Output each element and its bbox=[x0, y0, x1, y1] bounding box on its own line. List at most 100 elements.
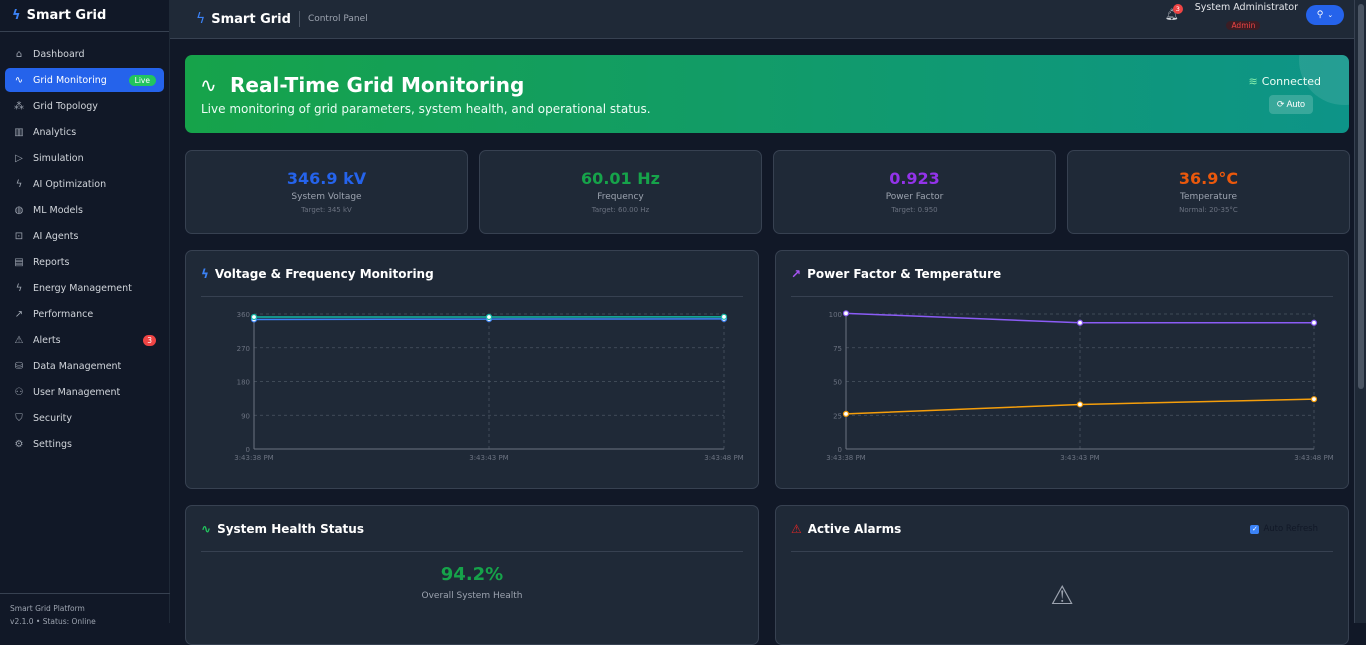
y-tick-label: 75 bbox=[833, 345, 842, 353]
notification-count: 3 bbox=[1173, 4, 1183, 14]
y-tick-label: 50 bbox=[833, 379, 842, 387]
connection-status: ≋Connected bbox=[1249, 75, 1321, 88]
y-tick-label: 90 bbox=[241, 412, 250, 420]
sidebar-badge: 3 bbox=[143, 335, 156, 346]
database-icon: ⛁ bbox=[13, 361, 25, 372]
auto-refresh-checkbox[interactable]: ✓Auto Refresh bbox=[1250, 524, 1318, 534]
sidebar-item-label: Simulation bbox=[33, 153, 84, 164]
data-point bbox=[844, 311, 849, 316]
health-label: Overall System Health bbox=[186, 591, 758, 601]
stat-label: Frequency bbox=[480, 192, 761, 202]
stat-target: Target: 60.00 Hz bbox=[480, 206, 761, 214]
sidebar-item-grid-topology[interactable]: ⁂ Grid Topology bbox=[5, 94, 164, 118]
sidebar-item-label: Settings bbox=[33, 439, 72, 450]
x-tick-label: 3:43:38 PM bbox=[234, 454, 273, 462]
sidebar-item-dashboard[interactable]: ⌂Dashboard bbox=[5, 42, 164, 66]
data-point bbox=[1312, 397, 1317, 402]
sidebar-item-simulation[interactable]: ▷ Simulation bbox=[5, 146, 164, 170]
x-tick-label: 3:43:48 PM bbox=[1294, 454, 1333, 462]
sidebar-item-analytics[interactable]: ▥Analytics bbox=[5, 120, 164, 144]
sidebar-item-label: Grid Topology bbox=[33, 101, 98, 112]
alert-triangle-icon: ⚠ bbox=[776, 581, 1348, 611]
sidebar-item-ai-agents[interactable]: ⊡ AI Agents bbox=[5, 224, 164, 248]
wifi-icon: ≋ bbox=[1249, 75, 1258, 88]
sidebar-item-label: AI Agents bbox=[33, 231, 78, 242]
brain-icon: ◍ bbox=[13, 205, 25, 216]
notifications-button[interactable]: 🔔︎3 bbox=[1165, 8, 1179, 21]
x-tick-label: 3:43:48 PM bbox=[704, 454, 743, 462]
file-icon: ▤ bbox=[13, 257, 25, 268]
sidebar-badge: Live bbox=[129, 75, 156, 86]
data-point bbox=[1078, 320, 1083, 325]
stat-label: Temperature bbox=[1068, 192, 1349, 202]
page-subtitle: Live monitoring of grid parameters, syst… bbox=[201, 102, 651, 116]
y-tick-label: 180 bbox=[237, 379, 250, 387]
stat-target: Target: 0.950 bbox=[774, 206, 1055, 214]
data-point bbox=[722, 314, 727, 319]
x-tick-label: 3:43:43 PM bbox=[469, 454, 508, 462]
stat-label: System Voltage bbox=[186, 192, 467, 202]
health-value: 94.2% bbox=[186, 564, 758, 585]
data-point bbox=[252, 315, 257, 320]
trending-up-icon: ↗ bbox=[13, 309, 25, 320]
zap-icon: ϟ bbox=[196, 11, 205, 27]
chevron-down-icon: ⌄ bbox=[1327, 11, 1333, 19]
sidebar-item-label: Performance bbox=[33, 309, 93, 320]
data-point bbox=[1078, 402, 1083, 407]
stat-value: 346.9 kV bbox=[186, 169, 467, 188]
sidebar-item-performance[interactable]: ↗ Performance bbox=[5, 302, 164, 326]
stat-target: Normal: 20-35°C bbox=[1068, 206, 1349, 214]
section-title: Control Panel bbox=[308, 14, 368, 24]
network-icon: ⁂ bbox=[13, 101, 25, 112]
sidebar-item-label: Dashboard bbox=[33, 49, 85, 60]
zap-icon: ϟ bbox=[12, 8, 21, 23]
sidebar-item-label: Grid Monitoring bbox=[33, 75, 107, 86]
sidebar-item-settings[interactable]: ⚙ Settings bbox=[5, 432, 164, 456]
x-tick-label: 3:43:43 PM bbox=[1060, 454, 1099, 462]
bot-icon: ⊡ bbox=[13, 231, 25, 242]
user-role-badge: Admin bbox=[1226, 21, 1260, 30]
sidebar-item-security[interactable]: ⛉Security bbox=[5, 406, 164, 430]
sidebar-item-data-management[interactable]: ⛁Data Management bbox=[5, 354, 164, 378]
sidebar-item-user-management[interactable]: ⚇User Management bbox=[5, 380, 164, 404]
auto-refresh-button[interactable]: ⟳ Auto bbox=[1269, 95, 1313, 114]
sidebar-item-label: Analytics bbox=[33, 127, 76, 138]
gear-icon: ⚙ bbox=[13, 439, 25, 450]
y-tick-label: 25 bbox=[833, 412, 842, 420]
y-tick-label: 270 bbox=[237, 345, 250, 353]
system-health-card: ∿ System Health Status 94.2% Overall Syst… bbox=[185, 505, 759, 645]
check-icon: ✓ bbox=[1250, 525, 1259, 534]
hero-banner: ∿ Real-Time Grid Monitoring Live monitor… bbox=[185, 55, 1349, 133]
users-icon: ⚇ bbox=[13, 387, 25, 398]
divider bbox=[299, 11, 300, 27]
sidebar-item-reports[interactable]: ▤ Reports bbox=[5, 250, 164, 274]
activity-icon: ∿ bbox=[201, 522, 211, 536]
sidebar-item-label: Energy Management bbox=[33, 283, 132, 294]
user-menu-button[interactable]: ⚲⌄ bbox=[1306, 5, 1344, 25]
x-tick-label: 3:43:38 PM bbox=[826, 454, 865, 462]
sidebar-item-label: Reports bbox=[33, 257, 69, 268]
y-tick-label: 360 bbox=[237, 311, 250, 319]
play-icon: ▷ bbox=[13, 153, 25, 164]
scrollbar-thumb[interactable] bbox=[1358, 4, 1364, 389]
sidebar-item-label: Alerts bbox=[33, 335, 61, 346]
card-title: System Health Status bbox=[217, 522, 364, 536]
y-tick-label: 0 bbox=[838, 446, 842, 454]
scrollbar[interactable] bbox=[1354, 0, 1366, 623]
sidebar-item-ml-models[interactable]: ◍ML Models bbox=[5, 198, 164, 222]
